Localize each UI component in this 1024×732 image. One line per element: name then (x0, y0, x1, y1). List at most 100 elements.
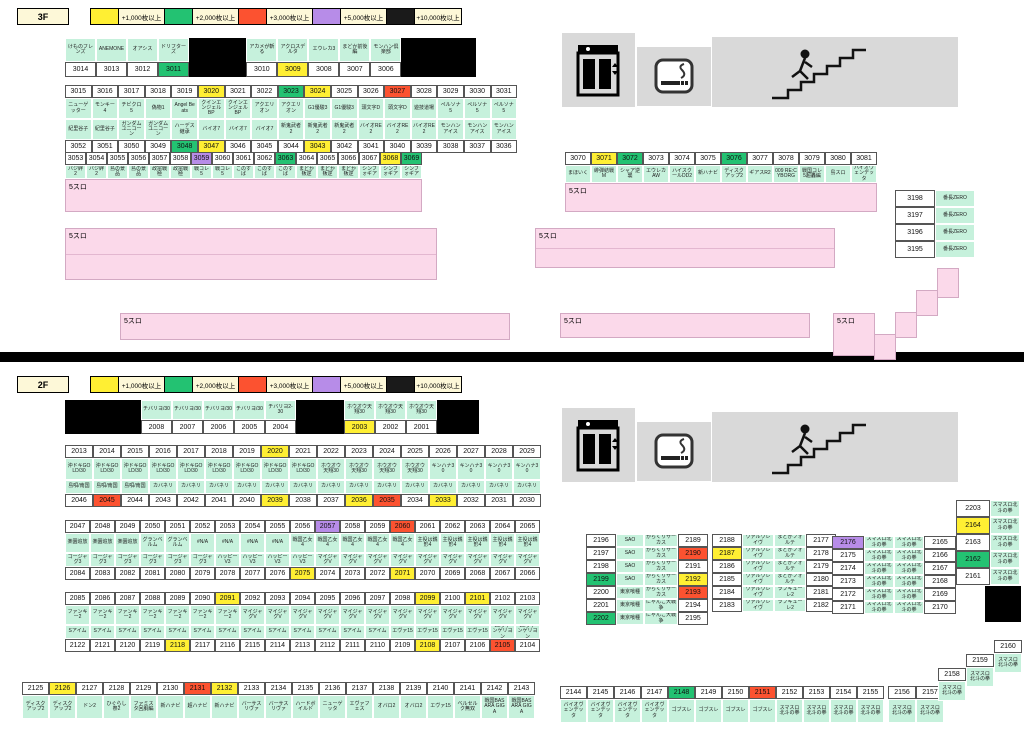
machine-number-cell[interactable]: 2105 (490, 639, 515, 652)
machine-number-cell[interactable]: 2067 (490, 567, 515, 580)
machine-number-cell[interactable]: 3074 (669, 152, 695, 165)
machine-number-cell[interactable]: 2072 (365, 567, 390, 580)
machine-number-cell[interactable]: 2073 (340, 567, 365, 580)
machine-number-cell[interactable]: 2166 (924, 549, 956, 562)
machine-number-cell[interactable]: 2031 (485, 494, 513, 507)
machine-number-cell[interactable]: 2003 (343, 420, 375, 434)
machine-number-cell[interactable]: 2050 (140, 520, 165, 533)
machine-number-cell[interactable]: 2018 (205, 445, 233, 458)
machine-number-cell[interactable]: 2021 (289, 445, 317, 458)
machine-number-cell[interactable]: 3073 (643, 152, 669, 165)
machine-number-cell[interactable]: 2175 (832, 549, 864, 562)
machine-number-cell[interactable]: 2085 (65, 592, 90, 605)
machine-number-cell[interactable]: 2196 (586, 534, 616, 547)
machine-number-cell[interactable]: 2038 (289, 494, 317, 507)
machine-number-cell[interactable]: 2082 (115, 567, 140, 580)
machine-number-cell[interactable]: 2026 (429, 445, 457, 458)
machine-number-cell[interactable]: 2174 (832, 562, 864, 575)
machine-number-cell[interactable]: 2109 (390, 639, 415, 652)
machine-number-cell[interactable]: 2095 (315, 592, 340, 605)
machine-number-cell[interactable]: 2183 (712, 599, 742, 612)
machine-number-cell[interactable]: 2049 (115, 520, 140, 533)
machine-number-cell[interactable]: 2133 (238, 682, 265, 695)
machine-number-cell[interactable]: 3015 (65, 85, 92, 98)
machine-number-cell[interactable]: 3021 (224, 85, 252, 98)
machine-number-cell[interactable]: 3070 (565, 152, 591, 165)
machine-number-cell[interactable]: 2139 (400, 682, 427, 695)
machine-number-cell[interactable]: 2016 (149, 445, 177, 458)
machine-number-cell[interactable]: 3006 (370, 62, 402, 77)
machine-number-cell[interactable]: 2130 (157, 682, 184, 695)
machine-number-cell[interactable]: 2167 (924, 562, 956, 575)
machine-number-cell[interactable]: 3059 (191, 152, 212, 165)
machine-number-cell[interactable]: 2058 (340, 520, 365, 533)
machine-number-cell[interactable]: 2135 (292, 682, 319, 695)
machine-number-cell[interactable]: 2104 (515, 639, 540, 652)
machine-number-cell[interactable]: 2065 (515, 520, 540, 533)
machine-number-cell[interactable]: 2194 (678, 599, 708, 612)
machine-number-cell[interactable]: 2140 (427, 682, 454, 695)
machine-number-cell[interactable]: 2061 (415, 520, 440, 533)
machine-number-cell[interactable]: 2070 (415, 567, 440, 580)
machine-number-cell[interactable]: 2046 (65, 494, 93, 507)
machine-number-cell[interactable]: 2084 (65, 567, 90, 580)
machine-number-cell[interactable]: 3198 (895, 190, 935, 207)
machine-number-cell[interactable]: 3056 (128, 152, 149, 165)
machine-number-cell[interactable]: 3077 (747, 152, 773, 165)
machine-number-cell[interactable]: 2086 (90, 592, 115, 605)
machine-number-cell[interactable]: 2013 (65, 445, 93, 458)
machine-number-cell[interactable]: 2113 (290, 639, 315, 652)
machine-number-cell[interactable]: 2187 (712, 547, 742, 560)
machine-number-cell[interactable]: 2035 (373, 494, 401, 507)
machine-number-cell[interactable]: 2066 (515, 567, 540, 580)
machine-number-cell[interactable]: 2101 (465, 592, 490, 605)
machine-number-cell[interactable]: 2033 (429, 494, 457, 507)
machine-number-cell[interactable]: 2001 (405, 420, 437, 434)
machine-number-cell[interactable]: 2029 (513, 445, 541, 458)
machine-number-cell[interactable]: 2098 (390, 592, 415, 605)
machine-number-cell[interactable]: 2149 (695, 686, 722, 699)
machine-number-cell[interactable]: 3196 (895, 224, 935, 241)
machine-number-cell[interactable]: 2153 (803, 686, 830, 699)
machine-number-cell[interactable]: 2158 (938, 668, 966, 681)
machine-number-cell[interactable]: 2121 (90, 639, 115, 652)
machine-number-cell[interactable]: 3039 (410, 140, 438, 153)
machine-number-cell[interactable]: 2089 (165, 592, 190, 605)
machine-number-cell[interactable]: 2111 (340, 639, 365, 652)
machine-number-cell[interactable]: 2199 (586, 573, 616, 586)
machine-number-cell[interactable]: 2138 (373, 682, 400, 695)
machine-number-cell[interactable]: 3017 (118, 85, 145, 98)
machine-number-cell[interactable]: 2090 (190, 592, 215, 605)
machine-number-cell[interactable]: 3068 (380, 152, 401, 165)
machine-number-cell[interactable]: 2005 (233, 420, 265, 434)
machine-number-cell[interactable]: 2150 (722, 686, 749, 699)
machine-number-cell[interactable]: 2093 (265, 592, 290, 605)
machine-number-cell[interactable]: 2191 (678, 560, 708, 573)
machine-number-cell[interactable]: 2162 (956, 551, 990, 568)
machine-number-cell[interactable]: 2106 (465, 639, 490, 652)
machine-number-cell[interactable]: 2100 (440, 592, 465, 605)
machine-number-cell[interactable]: 2060 (390, 520, 415, 533)
machine-number-cell[interactable]: 3063 (275, 152, 296, 165)
machine-number-cell[interactable]: 2047 (65, 520, 90, 533)
machine-number-cell[interactable]: 2137 (346, 682, 373, 695)
machine-number-cell[interactable]: 3053 (65, 152, 86, 165)
machine-number-cell[interactable]: 2120 (115, 639, 140, 652)
machine-number-cell[interactable]: 2178 (806, 547, 836, 560)
machine-number-cell[interactable]: 2037 (317, 494, 345, 507)
machine-number-cell[interactable]: 3054 (86, 152, 107, 165)
machine-number-cell[interactable]: 3027 (384, 85, 411, 98)
machine-number-cell[interactable]: 3064 (296, 152, 317, 165)
machine-number-cell[interactable]: 3016 (91, 85, 119, 98)
machine-number-cell[interactable]: 2083 (90, 567, 115, 580)
machine-number-cell[interactable]: 2161 (956, 568, 990, 585)
machine-number-cell[interactable]: 2068 (465, 567, 490, 580)
machine-number-cell[interactable]: 3019 (171, 85, 198, 98)
machine-number-cell[interactable]: 3038 (437, 140, 464, 153)
machine-number-cell[interactable]: 3036 (490, 140, 518, 153)
machine-number-cell[interactable]: 2028 (485, 445, 513, 458)
machine-number-cell[interactable]: 2143 (508, 682, 535, 695)
machine-number-cell[interactable]: 2075 (290, 567, 315, 580)
machine-number-cell[interactable]: 2168 (924, 575, 956, 588)
machine-number-cell[interactable]: 2039 (261, 494, 289, 507)
